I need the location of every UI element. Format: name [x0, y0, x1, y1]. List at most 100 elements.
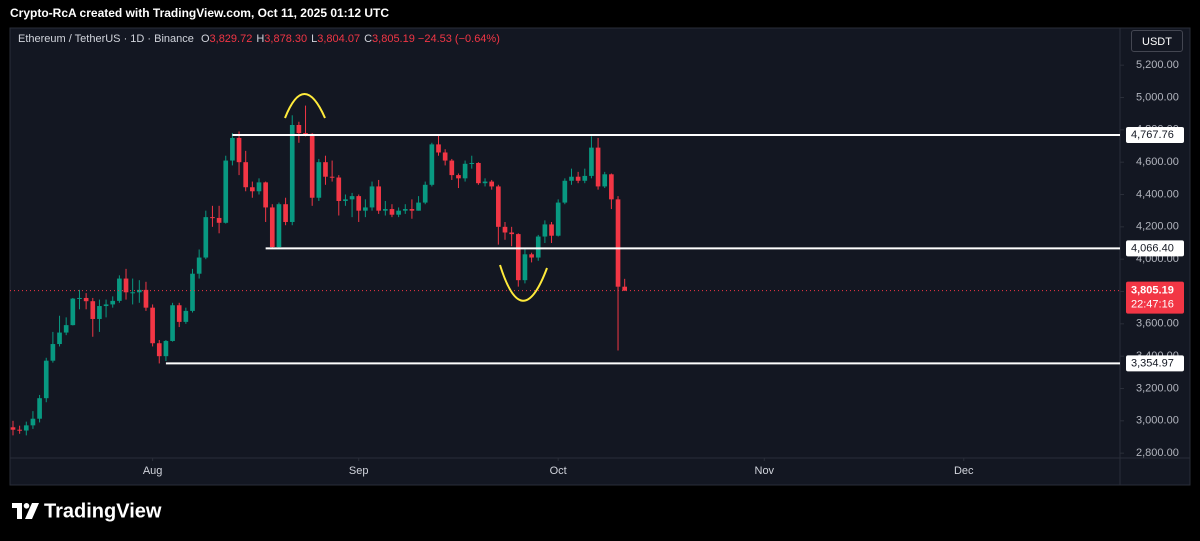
- candle-body: [256, 182, 262, 192]
- level-tag: [1126, 240, 1184, 257]
- candle-body: [156, 343, 162, 357]
- candle-body: [402, 209, 408, 211]
- candle-body: [303, 133, 308, 135]
- candle-body: [549, 224, 554, 236]
- x-tick-label: Nov: [755, 465, 775, 477]
- candle-body: [562, 180, 568, 203]
- candle-body: [50, 344, 56, 361]
- candle-body: [515, 234, 521, 281]
- candle-body: [223, 160, 229, 223]
- candle-body: [83, 297, 89, 302]
- level-label: 3,354.97: [1131, 357, 1174, 369]
- candle-body: [535, 236, 541, 258]
- candle-body: [236, 137, 242, 163]
- level-tag: [1126, 127, 1184, 144]
- symbol-legend: Ethereum / TetherUS · 1D · Binance O3,82…: [18, 33, 500, 45]
- chart-panel: [9, 27, 1191, 486]
- candle-body: [582, 175, 588, 181]
- candle-body: [190, 273, 195, 311]
- candle-body: [389, 209, 395, 215]
- candle-body: [589, 147, 594, 176]
- candle-body: [522, 254, 528, 281]
- candle-body: [396, 210, 401, 215]
- candle-body: [462, 163, 468, 179]
- ohlc-key: C: [364, 33, 373, 45]
- candle-body: [329, 176, 335, 178]
- candle-body: [595, 147, 601, 187]
- candle-body: [230, 137, 235, 161]
- candle-body: [429, 144, 435, 185]
- candle-body: [57, 332, 62, 345]
- candle-body: [203, 217, 209, 258]
- level-label: 4,767.76: [1131, 129, 1174, 141]
- candle-body: [37, 398, 42, 419]
- last-price-label: 3,805.19: [1131, 285, 1174, 297]
- plot: 2,800.003,000.003,200.003,400.003,600.00…: [10, 59, 1184, 477]
- brand-name: TradingView: [44, 500, 162, 522]
- candle-body: [622, 286, 627, 291]
- candle-body: [97, 306, 102, 319]
- ohlc-value: 3,829.72: [209, 33, 253, 45]
- ohlc-values: O3,829.72 H3,878.30 L3,804.07 C3,805.19: [197, 33, 415, 45]
- candle-body: [283, 204, 288, 222]
- candle-body: [409, 209, 415, 211]
- candle-body: [269, 207, 275, 248]
- candle-body: [77, 297, 82, 299]
- candle-body: [296, 124, 302, 134]
- ohlc-key: O: [200, 33, 210, 45]
- candle-body: [575, 176, 581, 181]
- x-tick-label: Dec: [954, 465, 974, 477]
- candle-body: [136, 289, 142, 293]
- y-tick-label: 3,200.00: [1136, 382, 1179, 394]
- candle-body: [17, 429, 22, 431]
- last-price-tag: [1126, 281, 1184, 314]
- candle-body: [196, 257, 202, 274]
- candle-body: [442, 152, 448, 161]
- candle-body: [369, 186, 375, 208]
- candle-body: [103, 304, 109, 307]
- countdown: 22:47:16: [1131, 299, 1174, 311]
- candle-body: [449, 160, 455, 176]
- candle-body: [542, 224, 548, 237]
- y-tick-label: 4,600.00: [1136, 156, 1179, 168]
- ohlc-value: 3,878.30: [264, 33, 308, 45]
- brand-logo: [12, 503, 39, 519]
- ohlc-value: 3,804.07: [317, 33, 361, 45]
- change: −24.53 (−0.64%): [417, 33, 500, 45]
- currency-button[interactable]: USDT: [1131, 30, 1183, 52]
- x-tick-label: Sep: [349, 465, 369, 477]
- candle-body: [356, 196, 362, 211]
- candle-body: [30, 418, 36, 426]
- candle-body: [170, 305, 175, 341]
- level-label: 4,066.40: [1131, 242, 1174, 254]
- candle-body: [336, 177, 342, 201]
- attribution: Crypto-RcA created with TradingView.com,…: [10, 6, 390, 20]
- y-tick-label: 5,000.00: [1136, 91, 1179, 103]
- candle-body: [43, 360, 49, 399]
- candle-body: [509, 232, 514, 235]
- candle-body: [456, 175, 461, 179]
- candle-body: [436, 144, 441, 153]
- candle-body: [163, 340, 169, 357]
- candle-body: [343, 199, 348, 201]
- ohlc-key: L: [311, 33, 318, 45]
- candle-body: [216, 217, 222, 223]
- candle-body: [309, 133, 315, 198]
- candle-body: [615, 199, 621, 287]
- annotation-arc: [499, 264, 548, 302]
- candle-body: [476, 162, 481, 184]
- candle-body: [243, 162, 249, 188]
- candle-body: [602, 174, 608, 187]
- candle-body: [482, 181, 488, 184]
- candle-body: [489, 181, 495, 187]
- candle-body: [376, 186, 381, 211]
- candle-body: [349, 196, 355, 200]
- y-tick-label: 5,200.00: [1136, 59, 1179, 71]
- candle-body: [176, 305, 182, 322]
- candle-body: [289, 124, 295, 222]
- candle-body: [70, 298, 76, 326]
- candle-body: [63, 325, 69, 333]
- candle-body: [123, 278, 129, 293]
- candle-body: [609, 174, 614, 200]
